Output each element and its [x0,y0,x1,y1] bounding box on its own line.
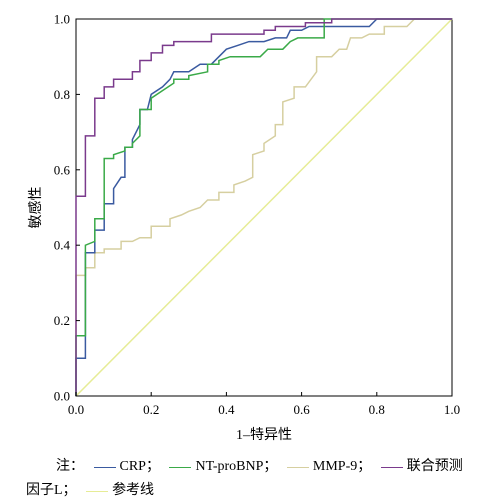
y-tick-label: 0.6 [54,162,71,177]
legend-label-combined: 联合预测 [406,459,463,474]
plot-area: 0.0 0.2 0.4 0.6 0.8 1.0 0.0 0.2 0.4 0.6 0.8 1.0 [54,12,460,418]
series-line-mmp9 [75,18,452,396]
legend-swatch-crp [93,466,116,468]
legend-label-crp: CRP； [119,459,160,474]
legend-swatch-reference [86,490,109,492]
x-tick-label: 0.2 [143,402,159,417]
legend-swatch-mmp9 [286,466,309,468]
series-line-reference [75,18,453,397]
series-line-ntprobnp [75,18,452,396]
series-line-combined [75,18,452,396]
y-tick-label: 0.8 [54,87,70,102]
legend-label-combined-end: 因子L； [26,483,77,498]
y-tick-label: 0.2 [54,313,70,328]
legend-note-prefix: 注： [56,459,84,474]
x-tick-label: 1.0 [444,402,460,417]
y-tick-label: 0.0 [54,389,70,404]
legend-row-1: 注： CRP； NT-proBNP； MMP-9； 联合预测 [56,458,463,476]
legend-label-reference: 参考线 [112,483,155,498]
y-tick-label: 0.4 [54,238,71,253]
series-line-crp [75,18,452,396]
legend-label-ntprobnp: NT-proBNP； [195,459,278,474]
x-tick-label: 0.4 [218,402,235,417]
legend: 注： CRP； NT-proBNP； MMP-9； 联合预测 [56,458,463,476]
legend-row-2: 因子L； 参考线 [26,482,154,500]
roc-chart: 0.0 0.2 0.4 0.6 0.8 1.0 0.0 0.2 0.4 0.6 0.8 1.0 1–… [27,12,460,444]
x-tick-label: 0.8 [369,402,385,417]
y-axis-ticks: 0.0 0.2 0.4 0.6 0.8 1.0 [54,12,80,404]
legend-label-mmp9: MMP-9； [312,459,372,474]
series-layer [75,18,453,397]
legend-swatch-ntprobnp [169,466,192,468]
x-axis-title: 1–特异性 [236,427,292,443]
x-axis-ticks: 0.0 0.2 0.4 0.6 0.8 1.0 [68,392,460,417]
x-tick-label: 0.0 [68,402,84,417]
y-axis-title: 敏感性 [27,187,44,229]
legend-swatch-combined [380,466,403,468]
y-tick-label: 1.0 [54,12,70,27]
x-tick-label: 0.6 [293,402,310,417]
